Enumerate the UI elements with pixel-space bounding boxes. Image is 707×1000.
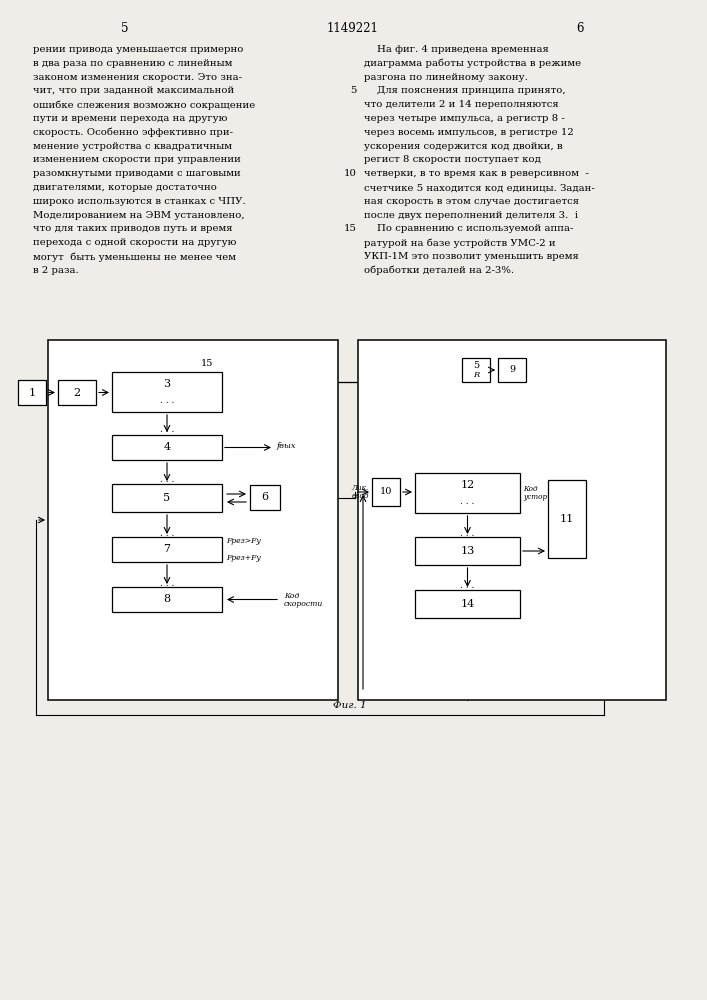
Text: Fрез>Fу: Fрез>Fу	[226, 537, 261, 545]
Bar	[372, 478, 400, 506]
Bar	[112, 372, 222, 412]
Text: 12: 12	[460, 480, 474, 490]
Text: 7: 7	[163, 544, 170, 554]
Text: 5: 5	[351, 86, 357, 95]
Text: законом изменения скорости. Это зна-: законом изменения скорости. Это зна-	[33, 73, 242, 82]
Text: четверки, в то время как в реверсивном  -: четверки, в то время как в реверсивном -	[364, 169, 589, 178]
Text: ратурой на базе устройств УМС-2 и: ратурой на базе устройств УМС-2 и	[364, 238, 556, 248]
Text: Код: Код	[284, 591, 299, 599]
Text: ная скорость в этом случае достигается: ная скорость в этом случае достигается	[364, 197, 579, 206]
Text: счетчике 5 находится код единицы. Задан-: счетчике 5 находится код единицы. Задан-	[364, 183, 595, 192]
Text: ошибке слежения возможно сокращение: ошибке слежения возможно сокращение	[33, 100, 255, 110]
Text: в два раза по сравнению с линейным: в два раза по сравнению с линейным	[33, 59, 233, 68]
Text: обработки деталей на 2-3%.: обработки деталей на 2-3%.	[364, 266, 514, 275]
Text: широко используются в станках с ЧПУ.: широко используются в станках с ЧПУ.	[33, 197, 246, 206]
Bar	[462, 358, 490, 382]
Text: Фиг. 1: Фиг. 1	[333, 700, 367, 710]
Text: . . .: . . .	[460, 528, 474, 538]
Text: 10: 10	[344, 169, 357, 178]
Text: 9: 9	[509, 365, 515, 374]
Text: устор: устор	[523, 493, 547, 501]
Text: в 2 раза.: в 2 раза.	[33, 266, 78, 275]
Text: 1149221: 1149221	[327, 21, 379, 34]
Text: разомкнутыми приводами с шаговыми: разомкнутыми приводами с шаговыми	[33, 169, 241, 178]
Text: УКП-1М это позволит уменьшить время: УКП-1М это позволит уменьшить время	[364, 252, 579, 261]
Text: 15: 15	[201, 360, 214, 368]
Text: 15: 15	[344, 224, 357, 233]
Text: изменением скорости при управлении: изменением скорости при управлении	[33, 155, 241, 164]
Text: через восемь импульсов, в регистре 12: через восемь импульсов, в регистре 12	[364, 128, 574, 137]
Text: Для пояснения принципа принято,: Для пояснения принципа принято,	[364, 86, 566, 95]
Text: Моделированием на ЭВМ установлено,: Моделированием на ЭВМ установлено,	[33, 211, 245, 220]
Bar	[415, 537, 520, 565]
Text: перехода с одной скорости на другую: перехода с одной скорости на другую	[33, 238, 236, 247]
Text: разгона по линейному закону.: разгона по линейному закону.	[364, 73, 528, 82]
Text: 6: 6	[576, 21, 584, 34]
Bar	[415, 473, 520, 513]
Text: двигателями, которые достаточно: двигателями, которые достаточно	[33, 183, 217, 192]
Text: R: R	[473, 371, 479, 379]
Bar	[112, 484, 222, 512]
Text: 11: 11	[560, 514, 574, 524]
Bar	[58, 380, 96, 405]
Bar	[415, 590, 520, 618]
Bar	[112, 537, 222, 562]
Bar	[48, 340, 338, 700]
Text: . . .: . . .	[160, 476, 174, 485]
Text: 10: 10	[380, 488, 392, 496]
Text: 5: 5	[473, 361, 479, 370]
Text: ввод: ввод	[351, 492, 369, 500]
Text: . . .: . . .	[460, 497, 474, 506]
Text: . . .: . . .	[160, 426, 174, 434]
Bar	[498, 358, 526, 382]
Text: 8: 8	[163, 594, 170, 604]
Text: Fрез+Fу: Fрез+Fу	[226, 554, 261, 562]
Text: . . .: . . .	[460, 582, 474, 590]
Text: . . .: . . .	[160, 396, 174, 405]
Text: 13: 13	[460, 546, 474, 556]
Text: . . .: . . .	[160, 578, 174, 587]
Text: скорости: скорости	[284, 600, 323, 608]
Text: регист 8 скорости поступает код: регист 8 скорости поступает код	[364, 155, 541, 164]
Text: менение устройства с квадратичным: менение устройства с квадратичным	[33, 142, 232, 151]
Bar	[112, 435, 222, 460]
Text: через четыре импульса, а регистр 8 -: через четыре импульса, а регистр 8 -	[364, 114, 565, 123]
Text: диаграмма работы устройства в режиме: диаграмма работы устройства в режиме	[364, 59, 581, 68]
Text: По сравнению с используемой аппа-: По сравнению с используемой аппа-	[364, 224, 573, 233]
Text: 5: 5	[163, 493, 170, 503]
Text: что для таких приводов путь и время: что для таких приводов путь и время	[33, 224, 233, 233]
Text: 14: 14	[460, 599, 474, 609]
Bar	[18, 380, 46, 405]
Text: fвых: fвых	[277, 442, 297, 450]
Text: могут  быть уменьшены не менее чем: могут быть уменьшены не менее чем	[33, 252, 236, 261]
Text: 3: 3	[163, 379, 170, 389]
Text: чит, что при заданной максимальной: чит, что при заданной максимальной	[33, 86, 234, 95]
Bar	[250, 485, 280, 510]
Text: 6: 6	[262, 492, 269, 502]
Text: . . .: . . .	[160, 528, 174, 538]
Text: 5: 5	[121, 21, 129, 34]
Text: ускорения содержится код двойки, в: ускорения содержится код двойки, в	[364, 142, 563, 151]
Bar	[112, 587, 222, 612]
Text: Код: Код	[523, 485, 537, 493]
Bar	[358, 340, 666, 700]
Text: 4: 4	[163, 442, 170, 452]
Text: что делители 2 и 14 переполняются: что делители 2 и 14 переполняются	[364, 100, 559, 109]
Text: 2: 2	[74, 387, 81, 397]
Text: после двух переполнений делителя 3.  i: после двух переполнений делителя 3. i	[364, 211, 578, 220]
Text: скорость. Особенно эффективно при-: скорость. Особенно эффективно при-	[33, 128, 233, 137]
Text: рении привода уменьшается примерно: рении привода уменьшается примерно	[33, 45, 243, 54]
Bar	[548, 480, 586, 558]
Text: На фиг. 4 приведена временная: На фиг. 4 приведена временная	[364, 45, 549, 54]
Text: пути и времени перехода на другую: пути и времени перехода на другую	[33, 114, 228, 123]
Text: 1: 1	[28, 387, 35, 397]
Text: Лик.: Лик.	[352, 484, 369, 492]
